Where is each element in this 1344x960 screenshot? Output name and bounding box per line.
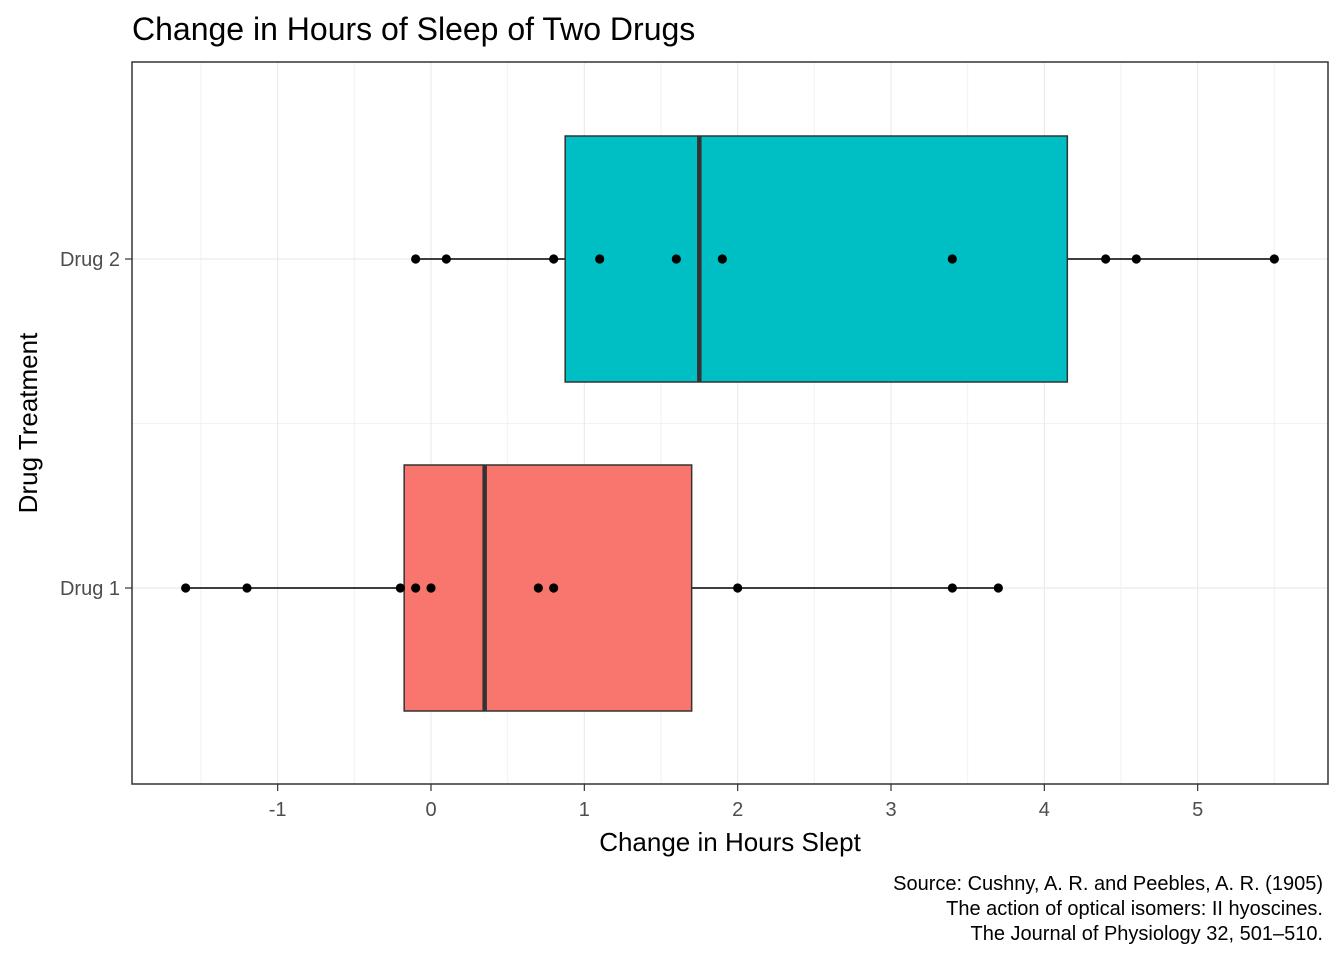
data-point bbox=[411, 583, 421, 593]
x-axis-title: Change in Hours Slept bbox=[599, 827, 861, 857]
y-tick-label: Drug 2 bbox=[60, 249, 120, 271]
panel-border bbox=[131, 61, 1329, 785]
data-point bbox=[947, 583, 957, 593]
x-tick-label: 5 bbox=[1192, 799, 1203, 821]
caption-line-3: The Journal of Physiology 32, 501–510. bbox=[971, 923, 1323, 945]
y-tick-label: Drug 1 bbox=[60, 578, 120, 600]
data-point bbox=[395, 583, 405, 593]
data-point bbox=[242, 583, 252, 593]
x-tick-label: -1 bbox=[269, 799, 287, 821]
caption-line-2: The action of optical isomers: II hyosci… bbox=[946, 898, 1323, 920]
data-point bbox=[426, 583, 436, 593]
box-group-drug-1 bbox=[181, 464, 1003, 712]
boxes bbox=[181, 135, 1279, 712]
data-point bbox=[947, 254, 957, 264]
x-tick-label: 4 bbox=[1039, 799, 1050, 821]
data-point bbox=[733, 583, 743, 593]
x-tick-label: 2 bbox=[732, 799, 743, 821]
data-point bbox=[1131, 254, 1141, 264]
x-axis: -1 0 1 2 3 4 5 bbox=[269, 784, 1203, 821]
box-iqr bbox=[564, 135, 1069, 383]
data-point bbox=[411, 254, 421, 264]
data-point bbox=[717, 254, 727, 264]
caption-line-1: Source: Cushny, A. R. and Peebles, A. R.… bbox=[893, 873, 1323, 895]
box-iqr bbox=[403, 464, 693, 712]
data-point bbox=[993, 583, 1003, 593]
data-point bbox=[1101, 254, 1111, 264]
chart-title: Change in Hours of Sleep of Two Drugs bbox=[132, 11, 695, 47]
data-point bbox=[441, 254, 451, 264]
data-point bbox=[533, 583, 543, 593]
y-axis-title: Drug Treatment bbox=[13, 332, 43, 513]
data-point bbox=[181, 583, 191, 593]
y-axis: Drug 1 Drug 2 bbox=[60, 249, 132, 600]
data-point bbox=[595, 254, 605, 264]
x-tick-label: 3 bbox=[885, 799, 896, 821]
data-point bbox=[549, 254, 559, 264]
data-point bbox=[549, 583, 559, 593]
x-tick-label: 1 bbox=[579, 799, 590, 821]
data-point bbox=[1269, 254, 1279, 264]
x-tick-label: 0 bbox=[425, 799, 436, 821]
data-point bbox=[671, 254, 681, 264]
box-group-drug-2 bbox=[411, 135, 1279, 383]
